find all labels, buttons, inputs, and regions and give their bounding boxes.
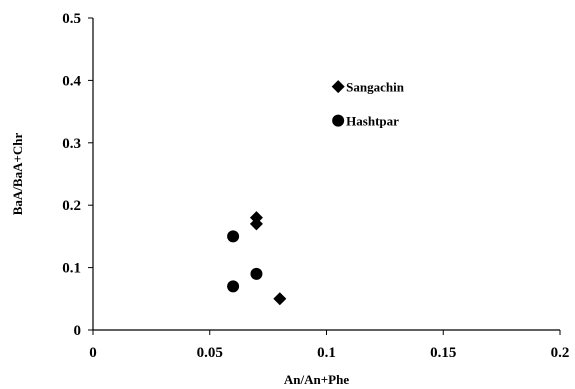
x-tick-label: 0 (89, 345, 97, 361)
y-tick-label: 0.5 (62, 11, 81, 27)
plot-area (227, 211, 287, 306)
sangachin-point (273, 292, 287, 306)
legend-hashtpar-marker (332, 114, 345, 127)
y-tick-label: 0.3 (62, 136, 81, 152)
x-tick-label: 0.05 (197, 345, 223, 361)
y-axis-title: BaA/BaA+Chr (10, 133, 25, 216)
sangachin-point (249, 217, 263, 231)
y-axis-ticks: 0 0.1 0.2 0.3 0.4 0.5 (62, 11, 93, 339)
x-axis-title: An/An+Phe (284, 372, 349, 387)
hashtpar-point (250, 267, 263, 280)
legend-sangachin-marker (331, 80, 345, 94)
y-tick-label: 0.4 (62, 73, 81, 89)
x-tick-label: 0.15 (430, 345, 456, 361)
legend-sangachin-label: Sangachin (346, 80, 405, 95)
legend-hashtpar-label: Hashtpar (346, 114, 399, 129)
x-tick-label: 0.1 (317, 345, 336, 361)
hashtpar-point (227, 280, 240, 293)
x-axis-ticks: 0 0.05 0.1 0.15 0.2 (89, 330, 569, 361)
y-tick-label: 0.1 (62, 261, 81, 277)
y-tick-label: 0 (74, 323, 82, 339)
series-hashtpar (227, 230, 263, 293)
hashtpar-point (227, 230, 240, 243)
series-sangachin (249, 211, 287, 306)
legend: Sangachin Hashtpar (331, 80, 405, 129)
x-tick-label: 0.2 (551, 345, 570, 361)
y-tick-label: 0.2 (62, 198, 81, 214)
